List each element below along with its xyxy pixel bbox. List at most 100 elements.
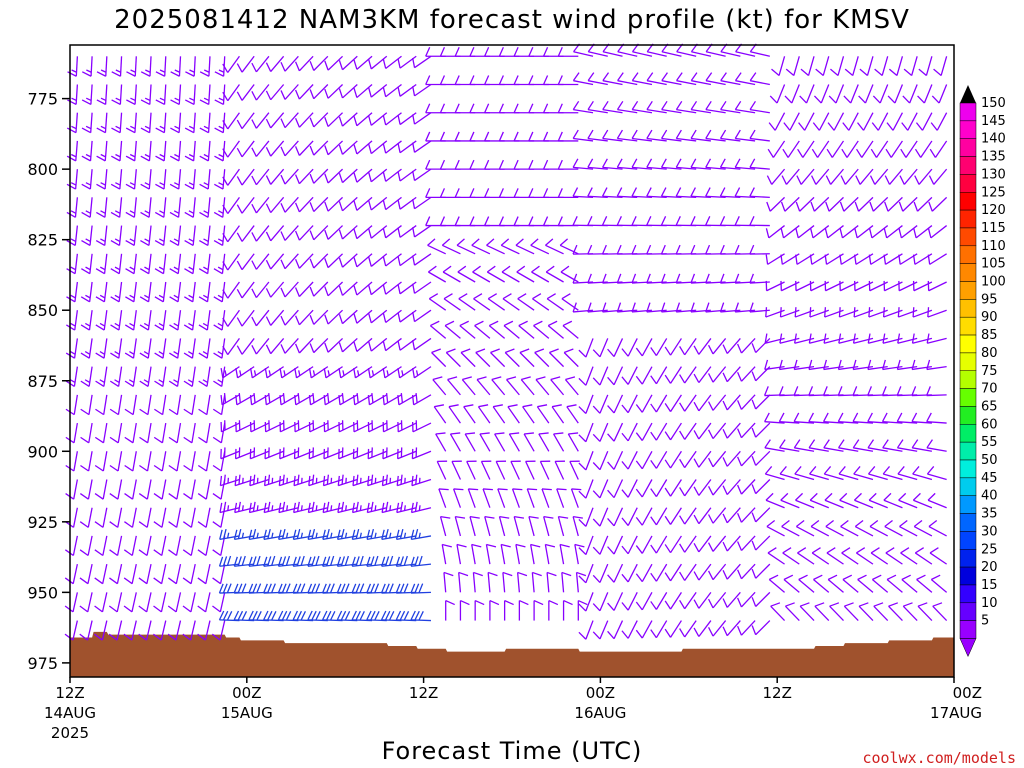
wind-barb	[635, 450, 653, 470]
barb-half-feather	[143, 379, 149, 384]
barb-staff	[498, 516, 506, 537]
barb-full-feather	[385, 392, 389, 403]
barb-full-feather	[212, 549, 222, 557]
barb-full-feather	[814, 602, 825, 607]
barb-staff	[255, 338, 270, 355]
barb-staff	[690, 137, 711, 142]
barb-full-feather	[410, 583, 416, 594]
barb-full-feather	[382, 421, 385, 432]
wind-barb	[222, 168, 240, 186]
wind-barb	[263, 528, 284, 541]
barb-staff	[342, 337, 358, 353]
barb-staff	[327, 140, 344, 156]
barb-full-feather	[182, 549, 192, 557]
barb-staff	[837, 56, 845, 76]
wind-barb	[664, 450, 682, 469]
barb-full-feather	[827, 122, 835, 131]
wind-barb	[562, 320, 579, 339]
wind-barb	[154, 253, 167, 275]
barb-staff	[234, 535, 255, 541]
wind-barb	[570, 488, 582, 508]
barb-full-feather	[111, 127, 121, 134]
wind-barb	[751, 337, 771, 354]
wind-barb	[852, 333, 874, 344]
wind-barb	[338, 225, 358, 240]
barb-staff	[87, 479, 93, 500]
barb-staff	[641, 338, 653, 357]
barb-full-feather	[327, 392, 330, 403]
wind-barb	[779, 333, 800, 344]
wind-barb	[412, 366, 432, 379]
wind-barb	[897, 333, 918, 344]
wind-barb	[337, 501, 358, 514]
barb-full-feather	[675, 302, 681, 313]
barb-staff	[698, 422, 712, 440]
barb-full-feather	[382, 340, 387, 351]
barb-half-feather	[174, 153, 180, 158]
wind-barb	[705, 302, 726, 313]
wind-barb	[138, 620, 152, 641]
wind-barb	[675, 158, 697, 170]
barb-full-feather	[95, 268, 105, 275]
barb-staff	[690, 281, 711, 284]
barb-full-feather	[184, 155, 194, 162]
barb-staff	[191, 310, 196, 331]
barb-half-feather	[242, 477, 244, 484]
wind-barb	[719, 302, 741, 313]
barb-staff	[684, 507, 697, 525]
barb-full-feather	[238, 501, 241, 512]
barb-staff	[190, 535, 196, 556]
barb-full-feather	[489, 599, 500, 606]
wind-barb	[197, 479, 211, 500]
wind-barb	[926, 333, 947, 344]
barb-staff	[632, 80, 653, 86]
barb-staff	[73, 366, 79, 387]
wind-barb	[184, 84, 196, 106]
wind-barb	[183, 479, 196, 500]
barb-full-feather	[338, 257, 344, 268]
wind-barb	[473, 293, 491, 311]
barb-full-feather	[690, 216, 696, 226]
barb-staff	[573, 80, 594, 86]
barb-full-feather	[439, 47, 446, 57]
barb-full-feather	[881, 412, 888, 422]
barb-full-feather	[285, 611, 292, 621]
barb-full-feather	[237, 610, 244, 621]
wind-barb	[459, 599, 470, 621]
barb-full-feather	[309, 117, 315, 128]
barb-staff	[497, 488, 506, 508]
barb-full-feather	[382, 115, 387, 126]
wind-barb	[631, 158, 653, 170]
barb-full-feather	[212, 464, 222, 472]
barb-full-feather	[912, 254, 916, 265]
barb-staff	[574, 544, 579, 565]
wind-barb	[124, 451, 137, 472]
barb-staff	[641, 563, 653, 582]
barb-full-feather	[109, 521, 119, 528]
barb-staff	[313, 253, 329, 269]
barb-staff	[327, 168, 344, 184]
barb-staff	[356, 84, 373, 99]
barb-full-feather	[635, 545, 643, 554]
wind-barb	[881, 412, 903, 424]
barb-full-feather	[749, 216, 755, 226]
barb-staff	[219, 592, 226, 613]
barb-staff	[925, 56, 933, 76]
barb-full-feather	[781, 175, 788, 185]
wind-barb	[749, 100, 770, 114]
barb-full-feather	[267, 528, 271, 539]
barb-full-feather	[444, 320, 455, 327]
wind-barb	[616, 273, 638, 284]
barb-staff	[783, 225, 800, 239]
barb-full-feather	[154, 268, 164, 275]
barb-full-feather	[466, 460, 477, 463]
barb-full-feather	[292, 583, 298, 594]
wind-barb	[853, 466, 874, 481]
barb-full-feather	[265, 316, 272, 326]
barb-staff	[160, 564, 167, 584]
colorbar-swatch	[959, 620, 977, 639]
barb-staff	[191, 338, 196, 359]
colorbar-swatch	[959, 245, 977, 264]
barb-staff	[132, 366, 137, 387]
